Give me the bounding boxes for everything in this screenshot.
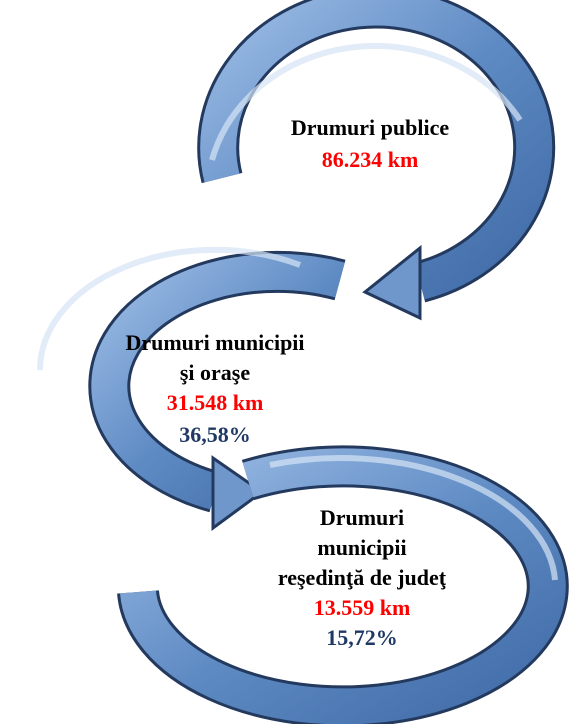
node-1: Drumuri publice 86.234 km [291,115,450,172]
node-3: Drumuri municipii reşedinţă de judeţ 13.… [278,505,447,650]
node-label: Drumuri publice [291,115,450,140]
node-label: municipii [317,535,406,560]
node-km: 86.234 km [322,147,419,172]
node-share: 36,58% [179,422,251,447]
node-2: Drumuri municipii şi oraşe 31.548 km 36,… [125,330,304,447]
node-share: 15,72% [326,625,398,650]
node-km: 13.559 km [314,595,411,620]
node-label: Drumuri [320,505,404,530]
diagram: Drumuri publice 86.234 km Drumuri munici… [0,0,574,724]
node-km: 31.548 km [167,390,264,415]
node-label: reşedinţă de judeţ [278,565,447,590]
node-label: şi oraşe [180,360,251,385]
node-label: Drumuri municipii [125,330,304,355]
